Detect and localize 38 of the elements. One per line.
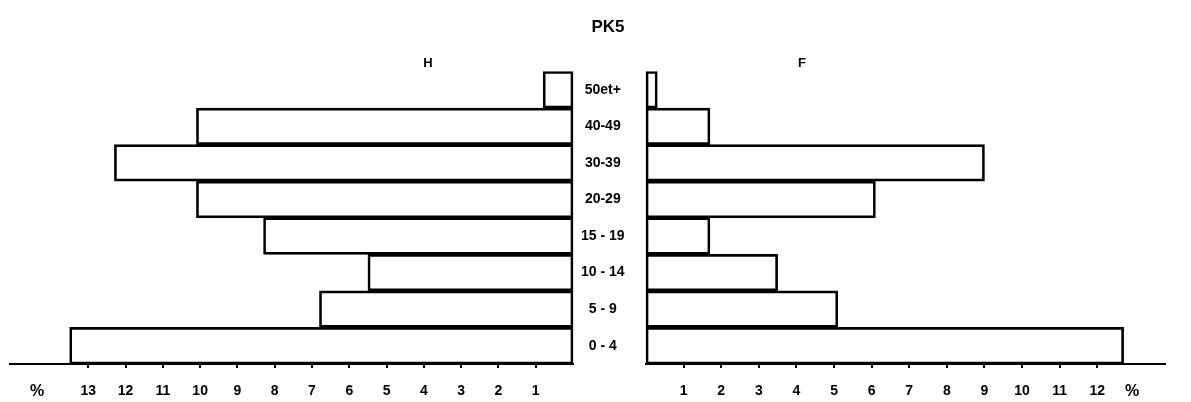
x-tick-label: 7	[905, 382, 914, 399]
x-tick-label: 13	[80, 382, 97, 399]
y-tick-label: 50et+	[584, 80, 621, 97]
x-tick-label: 5	[830, 382, 839, 399]
x-axis-title: %	[1124, 382, 1140, 400]
x-tick-label: 6	[867, 382, 876, 399]
x-tick-label: 4	[419, 382, 428, 399]
x-tick-label: 12	[117, 382, 134, 399]
x-tick-label: 11	[155, 382, 171, 399]
text: F	[798, 55, 807, 71]
x-tick-label: 9	[980, 382, 989, 399]
x-tick-label: 10	[192, 382, 209, 399]
x-tick-label: 5	[382, 382, 391, 399]
x-tick-label: 8	[942, 382, 951, 399]
y-tick-label: 40-49	[584, 117, 621, 134]
x-tick-label: 8	[270, 382, 279, 399]
x-tick-label: 9	[233, 382, 242, 399]
y-tick-label: 30-39	[584, 153, 621, 170]
x-tick-label: 3	[754, 382, 763, 399]
x-tick-label: 11	[1052, 382, 1068, 399]
x-tick-label: 3	[457, 382, 466, 399]
x-tick-label: 6	[345, 382, 354, 399]
x-tick-label: 2	[494, 382, 503, 399]
text: PK5	[590, 17, 626, 37]
y-tick-label: 0 - 4	[588, 336, 618, 353]
x-tick-label: 1	[679, 382, 688, 399]
y-tick-label: 10 - 14	[581, 263, 625, 280]
x-tick-label: 7	[308, 382, 317, 399]
y-tick-label: 15 - 19	[581, 226, 625, 243]
x-tick-label: 12	[1089, 382, 1106, 399]
x-axis-title: %	[29, 382, 45, 400]
x-tick-label: 2	[717, 382, 726, 399]
x-tick-label: 1	[531, 382, 540, 399]
text: H	[423, 55, 433, 71]
y-tick-label: 5 - 9	[588, 300, 618, 317]
x-tick-label: 4	[792, 382, 801, 399]
y-tick-label: 20-29	[584, 190, 621, 207]
x-tick-label: 10	[1014, 382, 1031, 399]
